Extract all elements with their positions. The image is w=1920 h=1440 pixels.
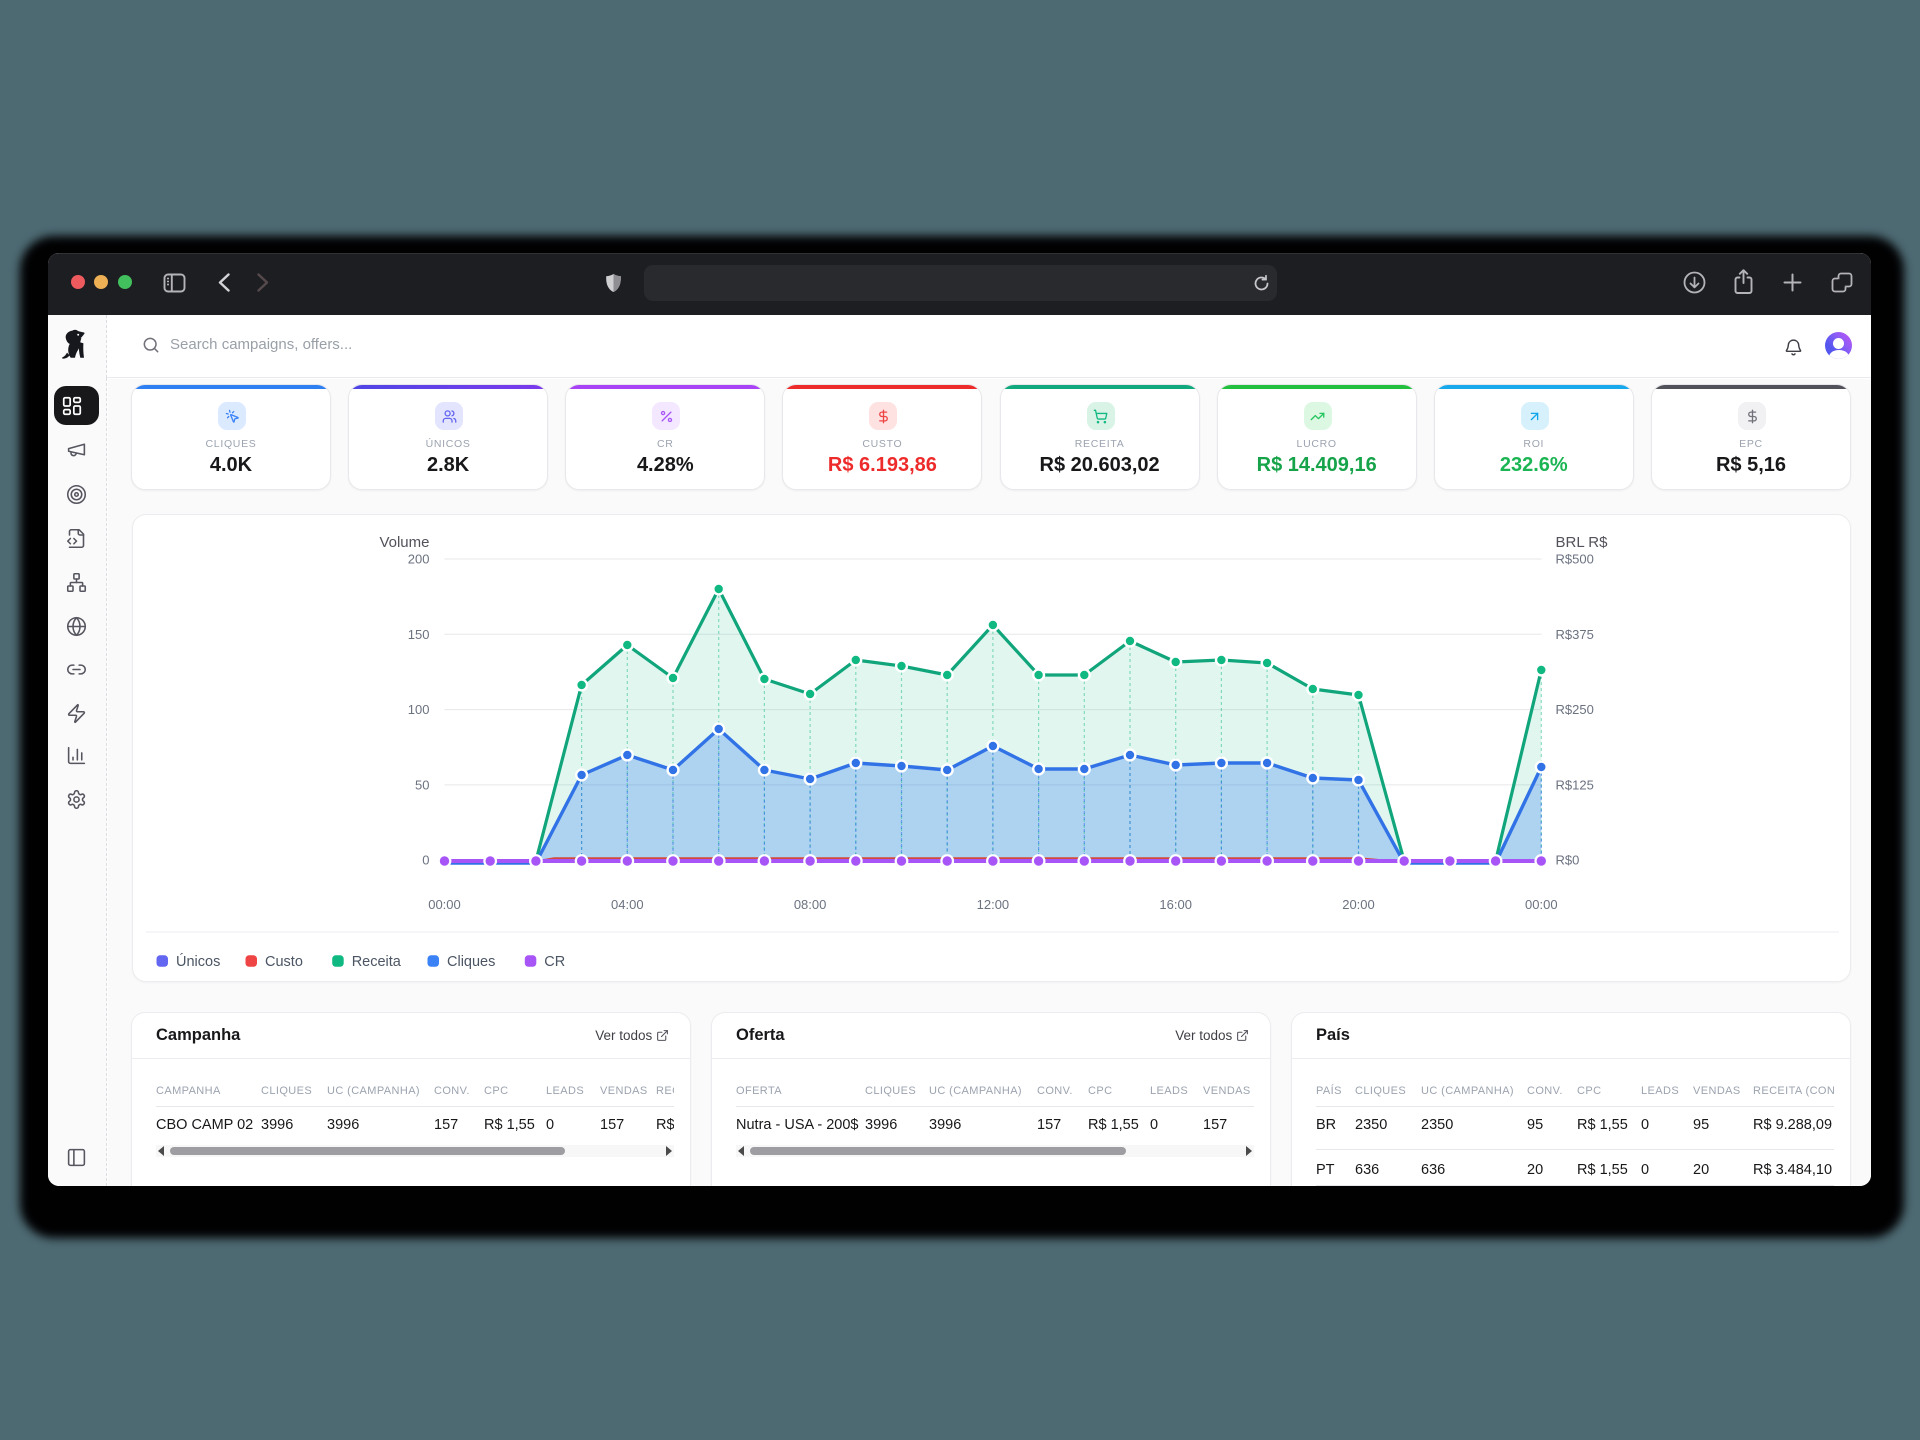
- svg-text:150: 150: [407, 627, 429, 642]
- svg-text:BRL R$: BRL R$: [1555, 534, 1608, 551]
- svg-text:R$250: R$250: [1555, 702, 1593, 717]
- svg-text:Únicos: Únicos: [176, 953, 220, 970]
- svg-text:Cliques: Cliques: [447, 954, 495, 970]
- svg-text:12:00: 12:00: [976, 897, 1009, 912]
- svg-text:200: 200: [407, 552, 429, 567]
- svg-text:0: 0: [422, 853, 429, 868]
- svg-text:R$375: R$375: [1555, 627, 1593, 642]
- svg-text:00:00: 00:00: [428, 897, 461, 912]
- svg-text:R$500: R$500: [1555, 552, 1593, 567]
- svg-text:R$0: R$0: [1555, 853, 1579, 868]
- svg-text:50: 50: [415, 777, 429, 792]
- svg-text:Receita: Receita: [351, 954, 401, 970]
- svg-text:Custo: Custo: [265, 954, 303, 970]
- svg-text:08:00: 08:00: [793, 897, 826, 912]
- svg-text:16:00: 16:00: [1159, 897, 1192, 912]
- svg-text:Volume: Volume: [379, 534, 429, 551]
- svg-text:CR: CR: [544, 954, 565, 970]
- svg-text:00:00: 00:00: [1525, 897, 1558, 912]
- svg-text:R$125: R$125: [1555, 777, 1593, 792]
- svg-text:20:00: 20:00: [1342, 897, 1375, 912]
- svg-text:04:00: 04:00: [611, 897, 644, 912]
- svg-text:100: 100: [407, 702, 429, 717]
